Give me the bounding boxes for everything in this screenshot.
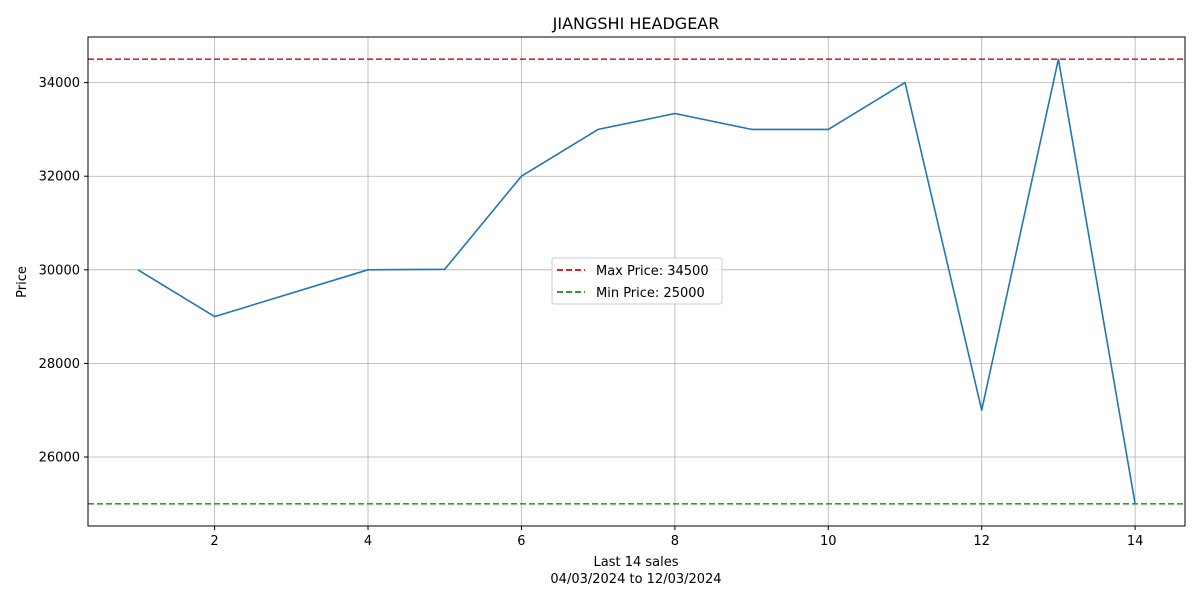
y-tick-label: 34000 [39, 76, 80, 91]
series-layer [137, 58, 1136, 504]
x-tick-label: 8 [671, 534, 679, 549]
x-tick-label: 10 [820, 534, 837, 549]
x-tick-label: 6 [517, 534, 525, 549]
legend-box [551, 257, 723, 305]
legend-max-label: Max Price: 34500 [596, 264, 709, 279]
y-tick-label: 28000 [39, 357, 80, 372]
x-tick-label: 12 [973, 534, 990, 549]
y-axis-ticks: 26000 28000 30000 32000 34000 [39, 76, 88, 465]
y-tick-label: 32000 [39, 170, 80, 185]
legend-min-label: Min Price: 25000 [596, 286, 705, 301]
y-axis-label: Price [15, 266, 30, 298]
x-axis-label: Last 14 sales [593, 555, 678, 570]
reference-lines [88, 58, 1185, 505]
x-tick-label: 4 [364, 534, 372, 549]
x-tick-label: 2 [210, 534, 218, 549]
x-axis-ticks: 2 4 6 8 10 12 14 [210, 526, 1143, 549]
grid-lines [88, 37, 1185, 526]
y-tick-label: 26000 [39, 450, 80, 465]
chart-title: JIANGSHI HEADGEAR [552, 14, 720, 33]
x-axis-sublabel: 04/03/2024 to 12/03/2024 [550, 572, 721, 587]
y-tick-label: 30000 [39, 263, 80, 278]
x-tick-label: 14 [1127, 534, 1144, 549]
legend: Max Price: 34500 Min Price: 25000 [551, 257, 723, 305]
plot-frame [87, 36, 1186, 527]
